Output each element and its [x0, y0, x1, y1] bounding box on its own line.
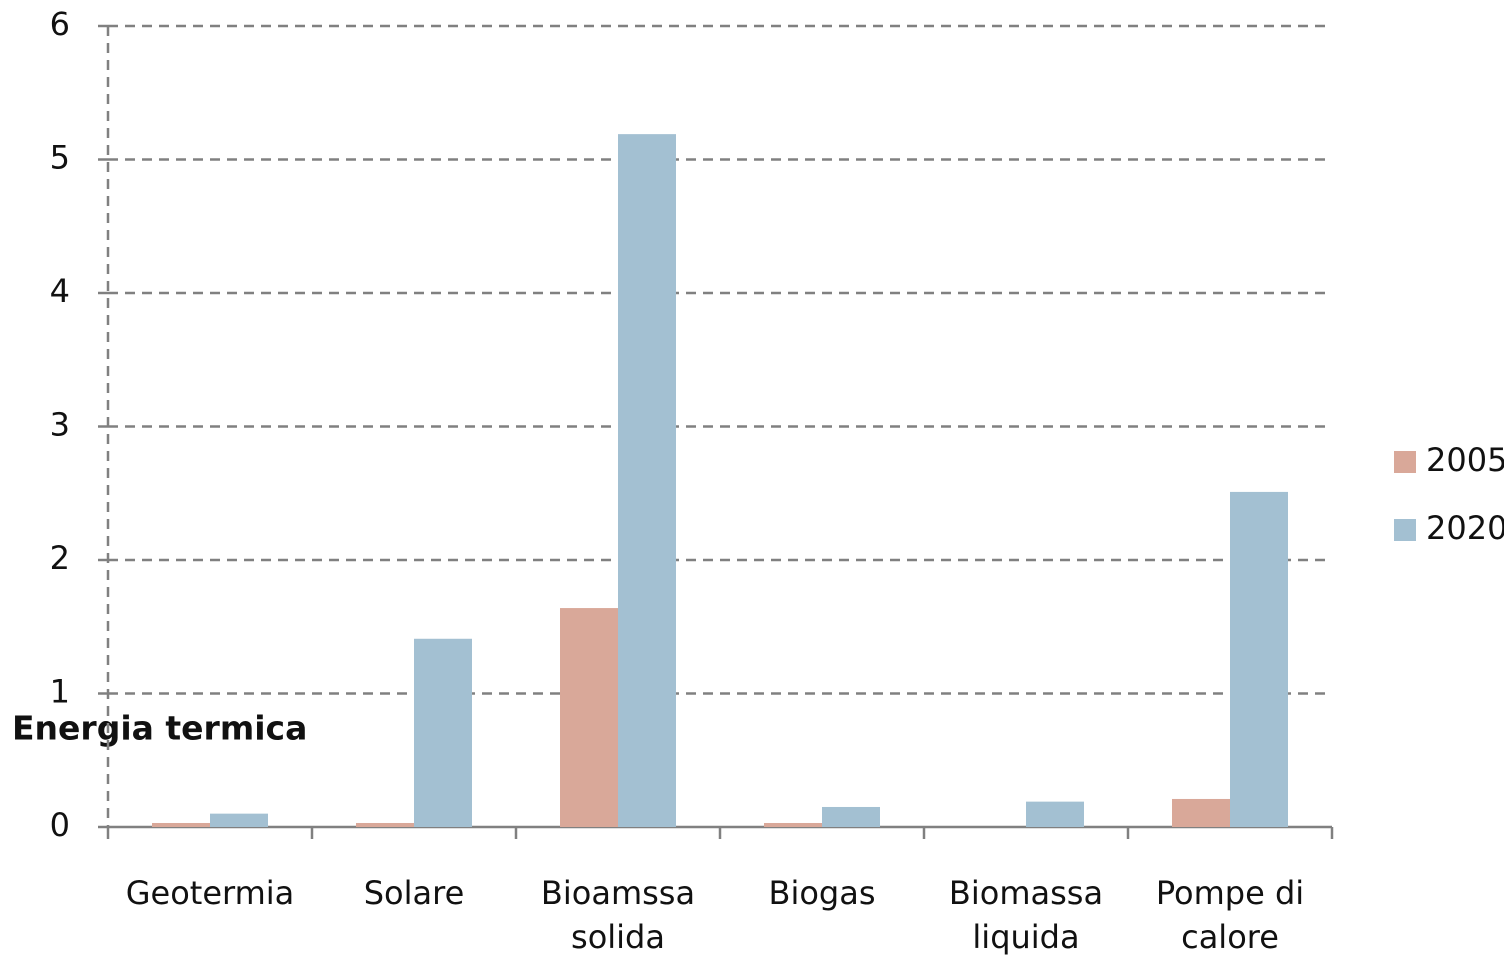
legend-label: 2005 [1426, 441, 1504, 479]
y-tick-label: 5 [50, 139, 70, 177]
bar [822, 806, 880, 827]
legend-swatch [1394, 451, 1416, 473]
bar [414, 638, 472, 827]
bar [210, 813, 268, 827]
x-tick-label: Biomassa liquida [949, 874, 1103, 956]
bar [1172, 798, 1230, 827]
y-tick-label: 6 [50, 5, 70, 43]
y-tick-label: 4 [50, 272, 70, 310]
bar [152, 822, 210, 827]
bar [618, 134, 676, 827]
x-tick-label: Biogas [768, 874, 875, 912]
x-tick-label: Pompe di calore [1156, 874, 1304, 956]
annotation: Energia termica [12, 709, 307, 748]
bar [560, 608, 618, 827]
bar [1026, 801, 1084, 827]
y-tick-label: 0 [50, 806, 70, 844]
legend-label: 2020 [1426, 509, 1504, 547]
y-tick-label: 1 [50, 673, 70, 711]
y-tick-label: 3 [50, 406, 70, 444]
bar [356, 822, 414, 827]
bar [764, 822, 822, 827]
x-tick-label: Geotermia [126, 874, 295, 912]
y-tick-label: 2 [50, 539, 70, 577]
x-tick-label: Solare [364, 874, 465, 912]
bar [1230, 491, 1288, 827]
legend-swatch [1394, 519, 1416, 541]
x-tick-label: Bioamssa solida [541, 874, 695, 956]
